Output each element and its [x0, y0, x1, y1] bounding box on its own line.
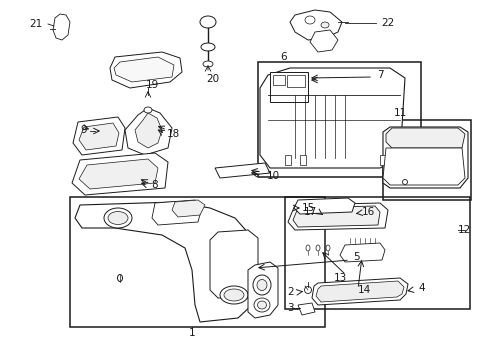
Bar: [285, 197, 469, 309]
Text: 1: 1: [188, 328, 195, 338]
Polygon shape: [73, 117, 125, 155]
Text: 13: 13: [333, 273, 346, 283]
Ellipse shape: [358, 211, 364, 217]
Polygon shape: [215, 163, 269, 178]
Ellipse shape: [339, 209, 349, 219]
Polygon shape: [289, 10, 341, 40]
Polygon shape: [75, 202, 254, 322]
Polygon shape: [152, 200, 202, 225]
Ellipse shape: [315, 245, 319, 251]
Polygon shape: [299, 155, 305, 165]
Text: 22: 22: [381, 18, 394, 28]
Ellipse shape: [200, 16, 216, 28]
Ellipse shape: [402, 180, 407, 185]
Polygon shape: [172, 200, 204, 217]
Polygon shape: [339, 243, 384, 262]
Text: 12: 12: [456, 225, 469, 235]
Polygon shape: [247, 262, 278, 318]
Ellipse shape: [320, 22, 328, 28]
Text: 3: 3: [286, 303, 293, 313]
Ellipse shape: [104, 208, 132, 228]
Polygon shape: [379, 155, 385, 165]
Ellipse shape: [305, 245, 309, 251]
Polygon shape: [394, 155, 400, 165]
Polygon shape: [79, 123, 119, 150]
Polygon shape: [309, 30, 337, 52]
Text: 4: 4: [418, 283, 425, 293]
Ellipse shape: [201, 43, 215, 51]
Text: 17: 17: [303, 207, 316, 217]
Polygon shape: [110, 52, 182, 88]
Text: 15: 15: [301, 203, 314, 213]
Text: 18: 18: [166, 129, 179, 139]
Text: 19: 19: [145, 80, 158, 90]
Polygon shape: [382, 127, 467, 188]
Ellipse shape: [257, 279, 266, 291]
Polygon shape: [209, 230, 258, 298]
Text: 6: 6: [280, 52, 287, 62]
Text: 2: 2: [287, 287, 294, 297]
Bar: [220, 242, 242, 257]
Polygon shape: [72, 153, 168, 195]
Bar: [272, 75, 285, 85]
Polygon shape: [285, 155, 290, 165]
Ellipse shape: [325, 245, 329, 251]
Text: 9: 9: [81, 125, 87, 135]
Text: 11: 11: [392, 108, 406, 118]
Polygon shape: [292, 206, 379, 227]
Text: 7: 7: [376, 70, 383, 80]
Ellipse shape: [257, 301, 266, 309]
Ellipse shape: [253, 298, 269, 312]
Ellipse shape: [143, 107, 152, 113]
Polygon shape: [315, 281, 403, 302]
Polygon shape: [125, 108, 172, 155]
Ellipse shape: [252, 275, 270, 295]
Text: 14: 14: [357, 285, 370, 295]
Ellipse shape: [305, 16, 314, 24]
Text: 8: 8: [151, 180, 158, 190]
Bar: [70, 197, 325, 327]
Ellipse shape: [117, 275, 122, 282]
Polygon shape: [260, 68, 404, 168]
Polygon shape: [79, 159, 158, 189]
Polygon shape: [293, 198, 354, 214]
Polygon shape: [114, 57, 174, 82]
Polygon shape: [135, 113, 162, 148]
Ellipse shape: [203, 61, 213, 67]
Bar: [269, 72, 307, 102]
Ellipse shape: [304, 287, 311, 293]
Ellipse shape: [224, 289, 244, 301]
Ellipse shape: [220, 286, 247, 304]
Text: 16: 16: [361, 207, 374, 217]
Polygon shape: [382, 148, 464, 185]
Ellipse shape: [108, 212, 128, 225]
Bar: [286, 75, 305, 87]
Bar: [258, 62, 420, 177]
Polygon shape: [385, 128, 464, 148]
Polygon shape: [53, 14, 70, 40]
Text: 10: 10: [266, 171, 279, 181]
Polygon shape: [297, 303, 314, 315]
Polygon shape: [311, 278, 407, 305]
Polygon shape: [287, 203, 387, 230]
Bar: [382, 120, 470, 200]
Text: 21: 21: [29, 19, 42, 29]
Text: 20: 20: [206, 74, 219, 84]
Text: 5: 5: [353, 252, 360, 262]
Polygon shape: [309, 210, 325, 222]
